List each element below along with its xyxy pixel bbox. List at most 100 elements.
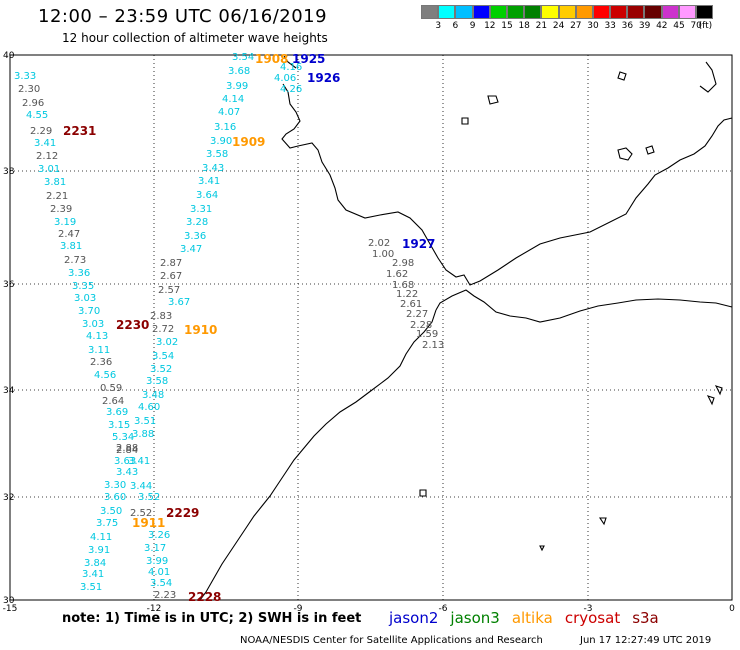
wave-height-value: 3.19: [54, 217, 76, 228]
wave-height-value: 3.75: [96, 518, 118, 529]
corsica-edge: [699, 61, 717, 93]
wave-height-value: 2.12: [36, 151, 58, 162]
wave-height-value: 3.91: [88, 545, 110, 556]
color-scale-label: 39: [638, 21, 651, 31]
small-island-5: [714, 385, 723, 396]
wave-height-value: 3.26: [148, 530, 170, 541]
wave-height-value: 2.02: [368, 238, 390, 249]
wave-height-value: 1.68: [392, 280, 414, 291]
wave-height-value: 3.16: [214, 122, 236, 133]
legend-entry: jason2: [389, 609, 439, 627]
color-scale-label: 18: [518, 21, 530, 31]
wave-height-value: 3.99: [226, 81, 248, 92]
wave-height-value: 3.30: [104, 480, 126, 491]
pass-label: 1926: [307, 71, 340, 85]
wave-height-value: 2.28: [410, 320, 432, 331]
color-scale-label: 42: [656, 21, 668, 31]
lon-tick-label: -3: [584, 604, 593, 614]
wave-height-value: 3.35: [72, 281, 94, 292]
wave-height-value: 2.23: [154, 590, 176, 601]
map-subtitle: 12 hour collection of altimeter wave hei…: [62, 31, 328, 45]
africa-north-coast: [435, 289, 733, 323]
lon-tick-label: -12: [147, 604, 162, 614]
color-swatch: [610, 5, 628, 19]
lon-tick-label: -15: [3, 604, 18, 614]
wave-height-value: 3.02: [156, 337, 178, 348]
wave-height-value: 3.36: [68, 268, 90, 279]
wave-height-value: 2.72: [152, 324, 174, 335]
wave-height-value: 3.48: [142, 390, 164, 401]
wave-height-value: 3.41: [128, 456, 150, 467]
wave-height-value: 5.34: [112, 432, 134, 443]
wave-height-value: 4.13: [86, 331, 108, 342]
color-swatch: [661, 5, 679, 19]
wave-height-value: 1.22: [396, 289, 418, 300]
wave-height-value: 3.54: [232, 52, 254, 63]
small-island-1: [617, 71, 627, 81]
wave-height-value: 3.58: [146, 376, 168, 387]
pass-label: 2229: [166, 506, 199, 520]
wave-height-value: 3.88: [132, 429, 154, 440]
axis-labels: 40 38 36 34 32 30-15 -12 -9 -6 -3 0: [3, 51, 735, 614]
wave-height-value: 2.30: [18, 84, 40, 95]
lon-tick-label: -6: [439, 604, 448, 614]
wave-height-value: 3.52: [150, 364, 172, 375]
wave-height-value: 1.59: [416, 329, 438, 340]
menorca-island: [645, 145, 655, 155]
lon-tick-label: -9: [294, 604, 303, 614]
wave-height-value: 4.60: [138, 402, 160, 413]
wave-height-value: 3.41: [82, 569, 104, 580]
color-swatch: [678, 5, 696, 19]
wave-height-value: 2.47: [58, 229, 80, 240]
generated-timestamp: Jun 17 12:27:49 UTC 2019: [580, 635, 712, 646]
wave-height-value: 2.64: [102, 396, 124, 407]
wave-height-value: 2.98: [392, 258, 414, 269]
wave-height-value: 2.39: [50, 204, 72, 215]
wave-height-value: 3.58: [206, 149, 228, 160]
color-scale-label: 24: [552, 21, 565, 31]
wave-height-value: 2.67: [160, 271, 182, 282]
wave-height-value: 2.52: [130, 508, 152, 519]
color-scale-label: (ft): [698, 21, 713, 31]
small-island-3: [461, 117, 469, 125]
legend-entry: s3a: [632, 609, 659, 627]
wave-height-value: 3.52: [138, 492, 160, 503]
wave-height-value: 4.11: [90, 532, 112, 543]
wave-height-value: 3.70: [78, 306, 100, 317]
pass-label: 2231: [63, 124, 96, 138]
lat-tick-label: 30: [3, 596, 15, 606]
wave-height-value: 3.17: [144, 543, 166, 554]
wave-height-value: 4.56: [94, 370, 116, 381]
pass-label: 1925: [292, 52, 325, 66]
iberia-coast: [281, 83, 733, 286]
pass-label: 1909: [232, 135, 265, 149]
color-swatch: [644, 5, 662, 19]
color-scale-label: 12: [484, 21, 496, 31]
wave-height-value: 2.73: [64, 255, 86, 266]
wave-height-value: 3.03: [74, 293, 96, 304]
pass-label: 1908: [255, 52, 288, 66]
color-swatch: [438, 5, 456, 19]
wave-height-value: 3.43: [202, 163, 224, 174]
wave-height-value: 2.96: [22, 98, 44, 109]
wave-height-value: 2.84: [116, 445, 138, 456]
small-island-7: [539, 545, 545, 552]
wave-height-value: 3.81: [44, 177, 66, 188]
color-swatch: [489, 5, 507, 19]
wave-height-value: 3.33: [14, 71, 36, 82]
small-island-8: [419, 489, 427, 497]
color-scale-label: 27: [570, 21, 582, 31]
pass-label: 1927: [402, 237, 435, 251]
legend-entry: cryosat: [564, 609, 621, 627]
color-swatch: [575, 5, 593, 19]
color-scale-label: 15: [501, 21, 513, 31]
lat-tick-label: 34: [3, 386, 15, 396]
small-island-6: [706, 395, 715, 406]
color-scale-label: 30: [587, 21, 599, 31]
mallorca-island: [617, 147, 633, 161]
pass-label: 2230: [116, 318, 149, 332]
wave-height-value: 4.26: [280, 84, 302, 95]
lat-tick-label: 36: [3, 280, 15, 290]
small-island-2: [487, 95, 499, 105]
coastline: [199, 55, 733, 601]
